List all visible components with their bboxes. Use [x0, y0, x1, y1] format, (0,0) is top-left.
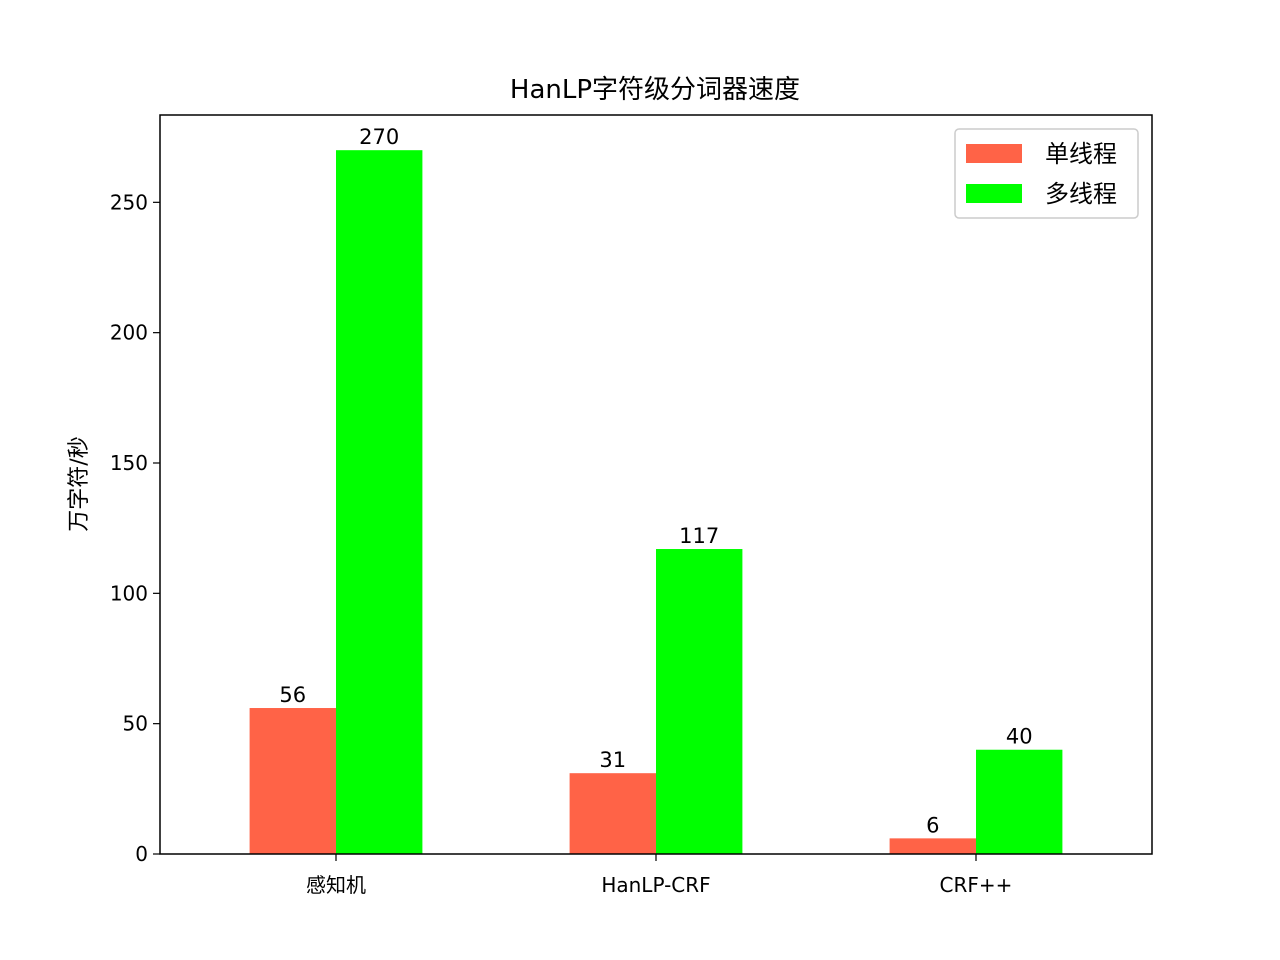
y-tick-label: 0 — [135, 842, 148, 866]
bar-value-label: 117 — [679, 524, 719, 548]
bar — [569, 773, 656, 854]
y-tick-label: 200 — [110, 321, 148, 345]
x-tick-label: CRF++ — [940, 873, 1013, 897]
legend-label-multi-thread: 多线程 — [1045, 180, 1117, 208]
x-axis-ticks: 感知机 HanLP-CRF CRF++ — [306, 854, 1012, 897]
y-axis-label: 万字符/秒 — [67, 436, 92, 531]
legend-swatch-single-thread — [966, 144, 1022, 163]
y-axis-ticks: 0 50 100 150 200 250 — [110, 190, 160, 866]
legend: 单线程 多线程 — [954, 128, 1139, 219]
y-tick-label: 250 — [110, 190, 148, 214]
bar — [336, 150, 423, 854]
bar-value-labels: 56 31 6 270 117 40 — [279, 125, 1032, 837]
bar-value-label: 270 — [359, 125, 399, 149]
bar — [976, 749, 1063, 854]
chart-title: HanLP字符级分词器速度 — [510, 75, 800, 105]
bar — [249, 708, 336, 854]
bar-value-label: 56 — [279, 683, 306, 707]
x-tick-label: HanLP-CRF — [601, 873, 710, 897]
plot-frame — [159, 114, 1153, 855]
legend-label-single-thread: 单线程 — [1045, 140, 1117, 168]
bar-value-label: 31 — [599, 748, 626, 772]
bar — [889, 838, 976, 854]
y-tick-label: 100 — [110, 581, 148, 605]
bar-value-label: 40 — [1006, 725, 1033, 749]
y-tick-label: 50 — [123, 712, 148, 736]
legend-swatch-multi-thread — [966, 184, 1022, 203]
bar — [656, 549, 743, 854]
y-tick-label: 150 — [110, 451, 148, 475]
bars — [249, 150, 1063, 854]
x-tick-label: 感知机 — [306, 873, 366, 897]
bar-value-label: 6 — [926, 813, 939, 837]
